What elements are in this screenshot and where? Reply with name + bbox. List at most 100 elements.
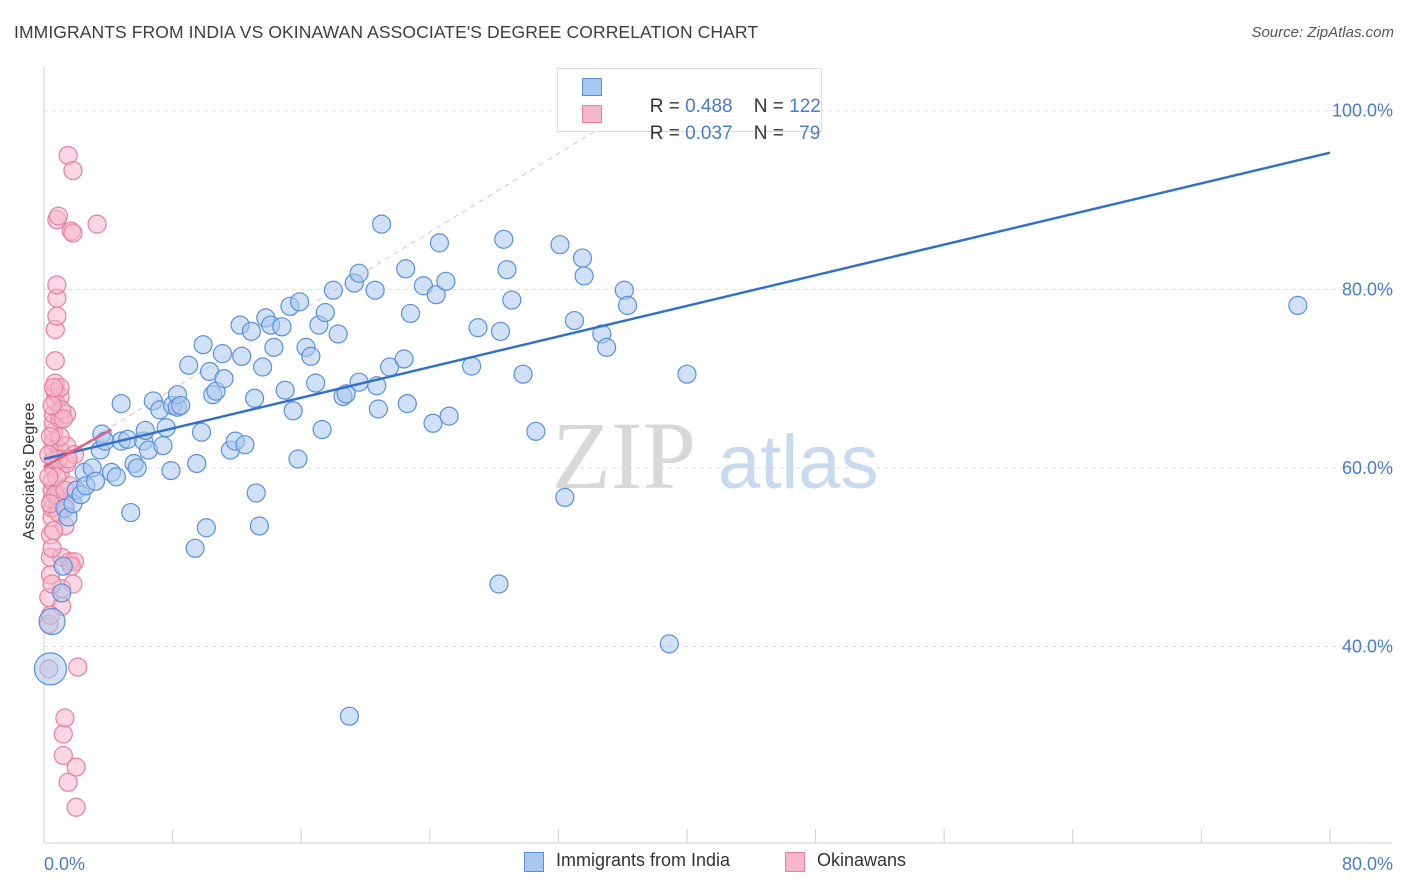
india-point-97 <box>494 229 514 249</box>
okinawans-point-46 <box>58 772 78 792</box>
india-point-115 <box>339 706 360 726</box>
okinawans-point-71 <box>39 467 59 487</box>
india-point-21 <box>121 502 141 523</box>
watermark-atlas: atlas <box>718 420 879 505</box>
india-point-50 <box>232 346 252 366</box>
india-point-95 <box>468 318 488 338</box>
okinawans-point-40 <box>55 708 75 728</box>
india-point-102 <box>555 487 575 507</box>
india-point-1 <box>38 607 66 636</box>
gridlines <box>44 110 1392 648</box>
watermark-zip: ZIP <box>552 402 696 509</box>
india-point-111 <box>489 574 509 594</box>
okinawans-point-62 <box>42 538 62 558</box>
okinawans-n-value: 79 <box>799 123 821 144</box>
okinawans-point-39 <box>53 724 73 744</box>
okinawans-r-value: 0.037 <box>685 123 733 144</box>
okinawans-point-69 <box>53 409 73 429</box>
x-tick-label-0: 0.0% <box>44 854 85 874</box>
okinawans-point-27 <box>48 206 69 226</box>
n-label: N = <box>753 123 784 144</box>
india-point-72 <box>323 280 343 300</box>
india-point-15 <box>95 431 115 451</box>
okinawans-legend-swatch <box>785 852 805 872</box>
india-point-12 <box>85 471 106 491</box>
india-swatch <box>582 78 602 96</box>
n-label: N = <box>753 96 784 117</box>
india-point-40 <box>193 335 213 355</box>
india-point-65 <box>289 292 310 312</box>
india-point-35 <box>171 395 191 416</box>
okinawans-point-73 <box>40 427 61 447</box>
india-point-17 <box>106 467 126 487</box>
okinawans-point-57 <box>68 657 88 677</box>
india-n-value: 122 <box>789 96 821 117</box>
india-point-61 <box>275 380 295 400</box>
india-point-114 <box>1288 295 1308 315</box>
okinawans-point-51 <box>63 223 83 243</box>
india-point-52 <box>241 321 261 341</box>
okinawans-point-74 <box>42 395 62 416</box>
india-point-96 <box>490 321 511 341</box>
india-point-23 <box>127 458 147 478</box>
india-point-104 <box>572 248 593 268</box>
india-legend-swatch <box>524 852 544 872</box>
okinawans-point-59 <box>87 214 107 234</box>
india-point-60 <box>272 317 292 337</box>
india-point-71 <box>315 302 335 323</box>
india-point-54 <box>246 483 266 503</box>
x-tick-label-1: 80.0% <box>1342 854 1393 874</box>
okinawans-point-23 <box>47 306 67 326</box>
india-point-103 <box>564 310 585 331</box>
chart-title: IMMIGRANTS FROM INDIA VS OKINAWAN ASSOCI… <box>14 22 759 42</box>
okinawans-swatch <box>582 105 602 123</box>
r-label: R = <box>649 96 680 117</box>
india-point-99 <box>502 290 522 310</box>
okinawans-point-56 <box>66 797 86 817</box>
india-point-84 <box>394 349 414 369</box>
india-point-55 <box>249 516 270 536</box>
india-r-value: 0.488 <box>685 96 733 117</box>
india-point-85 <box>396 259 416 279</box>
source-label: Source: ZipAtlas.com <box>1251 24 1394 41</box>
india-point-39 <box>191 422 212 442</box>
india-points <box>33 214 1308 726</box>
india-legend-label: Immigrants from India <box>556 850 731 870</box>
india-point-113 <box>677 364 697 384</box>
india-point-0 <box>33 652 68 686</box>
india-point-68 <box>306 373 326 393</box>
y-tick-label-1: 80.0% <box>1342 279 1393 299</box>
r-label: R = <box>649 123 680 144</box>
india-point-19 <box>111 394 131 414</box>
okinawans-point-38 <box>53 745 73 766</box>
india-point-87 <box>400 303 421 324</box>
india-point-77 <box>349 263 369 283</box>
india-point-109 <box>617 295 638 315</box>
y-axis-label: Associate's Degree <box>21 403 38 540</box>
india-point-112 <box>659 634 679 654</box>
india-point-79 <box>365 280 385 300</box>
india-point-46 <box>214 369 234 389</box>
india-point-93 <box>439 406 459 426</box>
india-point-53 <box>244 388 265 408</box>
india-point-89 <box>423 413 443 433</box>
india-point-51 <box>235 435 255 455</box>
india-point-41 <box>196 518 216 538</box>
india-point-56 <box>253 357 273 377</box>
india-point-73 <box>328 324 348 344</box>
india-point-110 <box>513 364 533 384</box>
okinawans-trend-line <box>43 428 113 469</box>
india-point-86 <box>397 394 417 414</box>
okinawans-point-21 <box>45 351 65 371</box>
trend-lines <box>43 151 1331 469</box>
india-point-3 <box>52 583 72 603</box>
okinawans-point-25 <box>47 275 67 295</box>
india-point-64 <box>288 449 308 469</box>
y-tick-label-3: 40.0% <box>1342 637 1393 657</box>
india-point-81 <box>368 399 388 419</box>
india-point-82 <box>371 214 392 234</box>
india-point-100 <box>526 421 546 441</box>
india-point-70 <box>312 419 332 440</box>
india-point-98 <box>497 260 517 280</box>
